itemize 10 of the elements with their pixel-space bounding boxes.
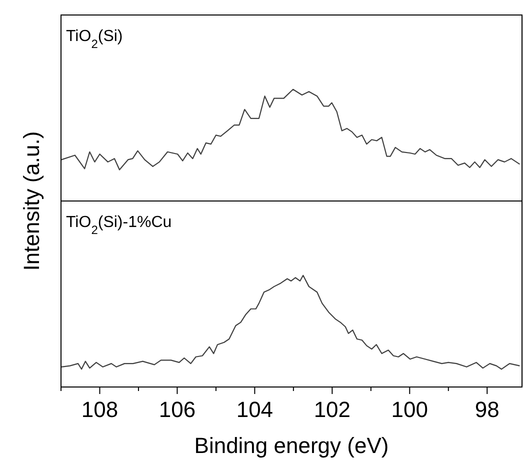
- chart-title: TiO$_{2}$(Si): [66, 28, 123, 51]
- x-tick-label: 98: [474, 396, 500, 422]
- x-tick-label: 102: [314, 396, 351, 422]
- x-tick-label: 108: [81, 396, 118, 422]
- x-tick-label: 106: [158, 396, 196, 422]
- x-axis-title: Binding energy (eV): [194, 433, 389, 458]
- y-axis-title: Intensity (a.u.): [19, 131, 44, 271]
- chart-title: TiO$_{2}$(Si)-1%Cu: [66, 214, 172, 237]
- x-tick-label: 100: [391, 396, 428, 422]
- x-tick-label: 104: [236, 396, 274, 422]
